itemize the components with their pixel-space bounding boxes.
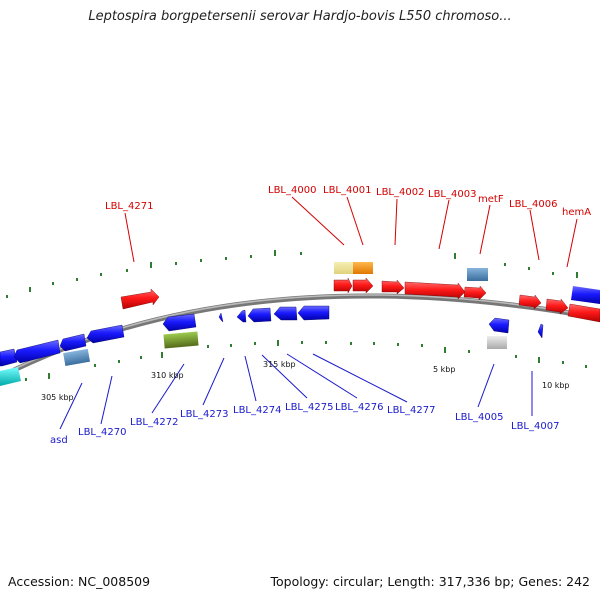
gene-LBL_4007 [537, 323, 544, 339]
label-LBL_4002: LBL_4002 [376, 187, 424, 198]
label-LBL_4276: LBL_4276 [335, 402, 383, 413]
feature-grey-4005 [487, 336, 507, 349]
leader-LBL_4006 [529, 209, 540, 261]
label-LBL_4007: LBL_4007 [511, 421, 559, 432]
leader-asd [59, 382, 83, 430]
leader-LBL_4002 [394, 198, 398, 246]
gene-hemA [567, 303, 600, 323]
gene-LBL_4277 [297, 305, 330, 321]
label-LBL_4277: LBL_4277 [387, 405, 435, 416]
gene-LBL_4002 [381, 279, 405, 295]
leader-LBL_4001 [346, 196, 364, 246]
label-metF: metF [478, 194, 504, 205]
feature-khaki [334, 262, 353, 274]
gene-LBL_4006-b [545, 298, 569, 315]
label-LBL_4005: LBL_4005 [455, 412, 503, 423]
gene-forward-blue [571, 286, 600, 304]
label-LBL_4006: LBL_4006 [509, 199, 557, 210]
feature-pseudo-4272 [163, 331, 199, 349]
gene-asd [13, 339, 61, 364]
gene-LBL_4270-b [86, 324, 125, 344]
scale-label-305kbp: 305 kbp [41, 393, 74, 402]
gene-rev-edge [0, 348, 18, 367]
leader-LBL_4271 [124, 212, 135, 263]
scale-label-315kbp: 315 kbp [263, 360, 296, 369]
gene-LBL_4271 [120, 288, 160, 310]
leader-LBL_4270 [100, 375, 113, 425]
label-LBL_4275: LBL_4275 [285, 402, 333, 413]
reverse-labels: asd LBL_4270 LBL_4272 LBL_4273 LBL_4274 … [50, 402, 559, 446]
leader-LBL_4273 [202, 357, 225, 406]
label-LBL_4000: LBL_4000 [268, 185, 316, 196]
gene-LBL_4275 [247, 307, 272, 323]
leader-LBL_4000 [291, 196, 345, 246]
map-title: Leptospira borgpetersenii serovar Hardjo… [88, 9, 512, 24]
leader-metF [479, 204, 491, 255]
leader-LBL_4272 [151, 363, 185, 414]
leader-LBL_4276 [286, 353, 358, 399]
outer-tick-marks [6, 250, 578, 298]
leader-LBL_4003 [438, 199, 450, 250]
label-asd: asd [50, 435, 68, 446]
reverse-genes [0, 305, 544, 367]
label-leader-lines [59, 196, 578, 430]
gene-LBL_4003 [404, 281, 466, 300]
topology-summary: Topology: circular; Length: 317,336 bp; … [270, 574, 591, 589]
gene-LBL_4276 [273, 306, 298, 321]
gene-LBL_4001 [352, 277, 374, 294]
feature-orange [353, 262, 373, 274]
scale-label-5kbp: 5 kbp [433, 365, 455, 374]
leader-LBL_4005 [477, 363, 495, 408]
forward-labels: LBL_4271 LBL_4000 LBL_4001 LBL_4002 LBL_… [105, 185, 591, 218]
scale-labels: 305 kbp 310 kbp 315 kbp 5 kbp 10 kbp [41, 360, 570, 402]
gene-LBL_4270-a [59, 333, 87, 352]
forward-genes [120, 277, 600, 323]
leader-LBL_4275 [261, 354, 308, 399]
gene-LBL_4274 [236, 309, 247, 323]
gene-LBL_4005 [488, 317, 510, 334]
inner-tick-marks [25, 340, 587, 381]
gene-metF [463, 285, 487, 301]
feature-rna-asd [63, 348, 91, 366]
leader-LBL_4277 [312, 353, 408, 403]
accession-text: Accession: NC_008509 [8, 574, 151, 589]
label-LBL_4273: LBL_4273 [180, 409, 228, 420]
label-hemA: hemA [562, 207, 591, 218]
label-LBL_4272: LBL_4272 [130, 417, 178, 428]
gene-LBL_4272 [162, 313, 197, 332]
gene-LBL_4273 [218, 312, 224, 323]
feature-cyan [0, 367, 21, 386]
feature-rna-metF [467, 268, 488, 281]
label-LBL_4003: LBL_4003 [428, 189, 476, 200]
gene-LBL_4000 [333, 277, 353, 294]
label-LBL_4270: LBL_4270 [78, 427, 126, 438]
gene-LBL_4006-a [518, 294, 542, 310]
scale-label-310kbp: 310 kbp [151, 371, 184, 380]
label-LBL_4001: LBL_4001 [323, 185, 371, 196]
label-LBL_4271: LBL_4271 [105, 201, 153, 212]
leader-hemA [566, 218, 578, 268]
leader-LBL_4274 [244, 355, 257, 402]
label-LBL_4274: LBL_4274 [233, 405, 281, 416]
scale-label-10kbp: 10 kbp [542, 381, 570, 390]
